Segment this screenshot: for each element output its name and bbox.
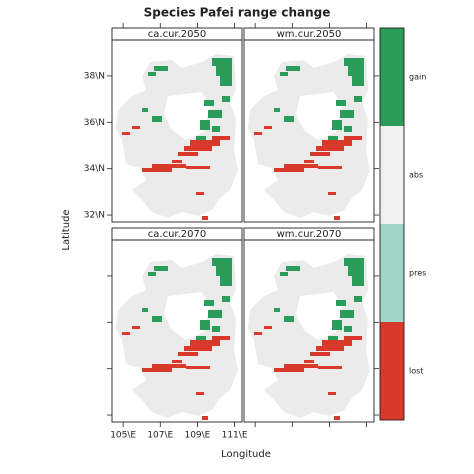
- legend-label: gain: [409, 73, 426, 82]
- y-tick-label: 36\N: [84, 118, 105, 128]
- y-tick-label: 32\N: [84, 211, 105, 221]
- panel-frame: [243, 39, 375, 223]
- legend-label: lost: [409, 367, 423, 376]
- x-tick-label: 105\E: [110, 431, 136, 441]
- panel-title: ca.cur.2070: [148, 229, 206, 240]
- raster: [116, 54, 238, 220]
- x-tick-label: 107\E: [147, 431, 173, 441]
- panel-frame: [111, 39, 243, 223]
- y-tick-label: 34\N: [84, 164, 105, 174]
- x-tick-label: 111\E: [222, 431, 248, 441]
- panel-frame: [243, 239, 375, 423]
- raster: [248, 54, 370, 220]
- y-tick-label: 38\N: [84, 71, 105, 81]
- y-axis-title: Latitude: [61, 209, 72, 250]
- raster: [248, 254, 370, 420]
- panel-title: wm.cur.2050: [277, 29, 342, 40]
- panel-title: ca.cur.2050: [148, 29, 206, 40]
- legend-swatch: [380, 322, 404, 420]
- panel-title: wm.cur.2070: [277, 229, 342, 240]
- chart-title: Species Pafei range change: [144, 6, 331, 20]
- legend-label: abs: [409, 171, 423, 180]
- legend-swatch: [380, 224, 404, 322]
- legend-label: pres: [409, 269, 426, 278]
- raster: [116, 254, 238, 420]
- panel-frame: [111, 239, 243, 423]
- x-axis-title: Longitude: [221, 449, 271, 460]
- legend-frame: [379, 27, 405, 421]
- legend-swatch: [380, 126, 404, 224]
- legend-swatch: [380, 28, 404, 126]
- x-tick-label: 109\E: [184, 431, 210, 441]
